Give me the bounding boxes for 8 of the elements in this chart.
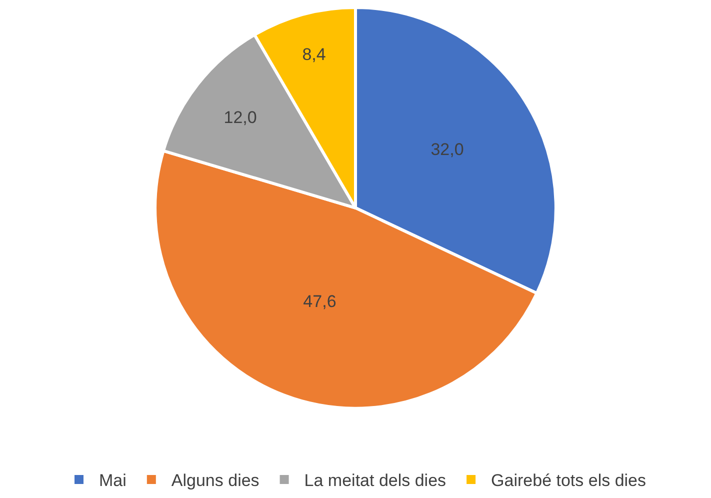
legend-label: Gairebé tots els dies [491,471,646,490]
data-label: 8,4 [302,44,326,64]
legend-label: La meitat dels dies [304,471,446,490]
legend-label: Alguns dies [171,471,260,490]
data-label: 32,0 [430,140,464,160]
legend-label: Mai [99,471,126,490]
data-label: 47,6 [303,292,336,312]
data-label: 12,0 [224,108,257,127]
